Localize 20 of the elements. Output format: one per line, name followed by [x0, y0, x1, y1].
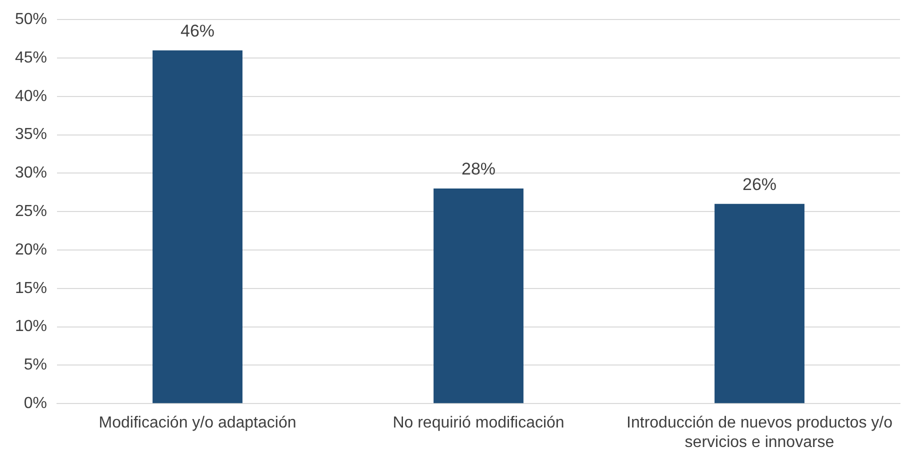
x-tick-label: No requirió modificación: [392, 414, 564, 432]
y-tick-label: 30%: [14, 164, 48, 182]
bar: [714, 204, 804, 404]
y-tick-label: 10%: [14, 318, 48, 336]
y-tick-label: 20%: [14, 241, 48, 258]
x-tick-label: Introducción de nuevos productos y/o servicios e innovarse: [626, 414, 893, 451]
y-tick-label: 35%: [14, 126, 48, 144]
y-tick-label: 5%: [24, 356, 48, 374]
bar: [434, 188, 524, 404]
data-label: 46%: [180, 22, 215, 41]
data-label: 28%: [461, 160, 496, 179]
y-tick-label: 15%: [14, 280, 48, 297]
y-tick-label: 0%: [24, 395, 48, 412]
y-tick-label: 45%: [14, 49, 48, 66]
y-tick-label: 50%: [14, 11, 48, 28]
data-label: 26%: [742, 175, 777, 194]
y-tick-label: 40%: [14, 88, 48, 105]
bar: [152, 50, 242, 404]
x-tick-label: Modificación y/o adaptación: [98, 414, 296, 432]
y-tick-label: 25%: [14, 203, 48, 220]
